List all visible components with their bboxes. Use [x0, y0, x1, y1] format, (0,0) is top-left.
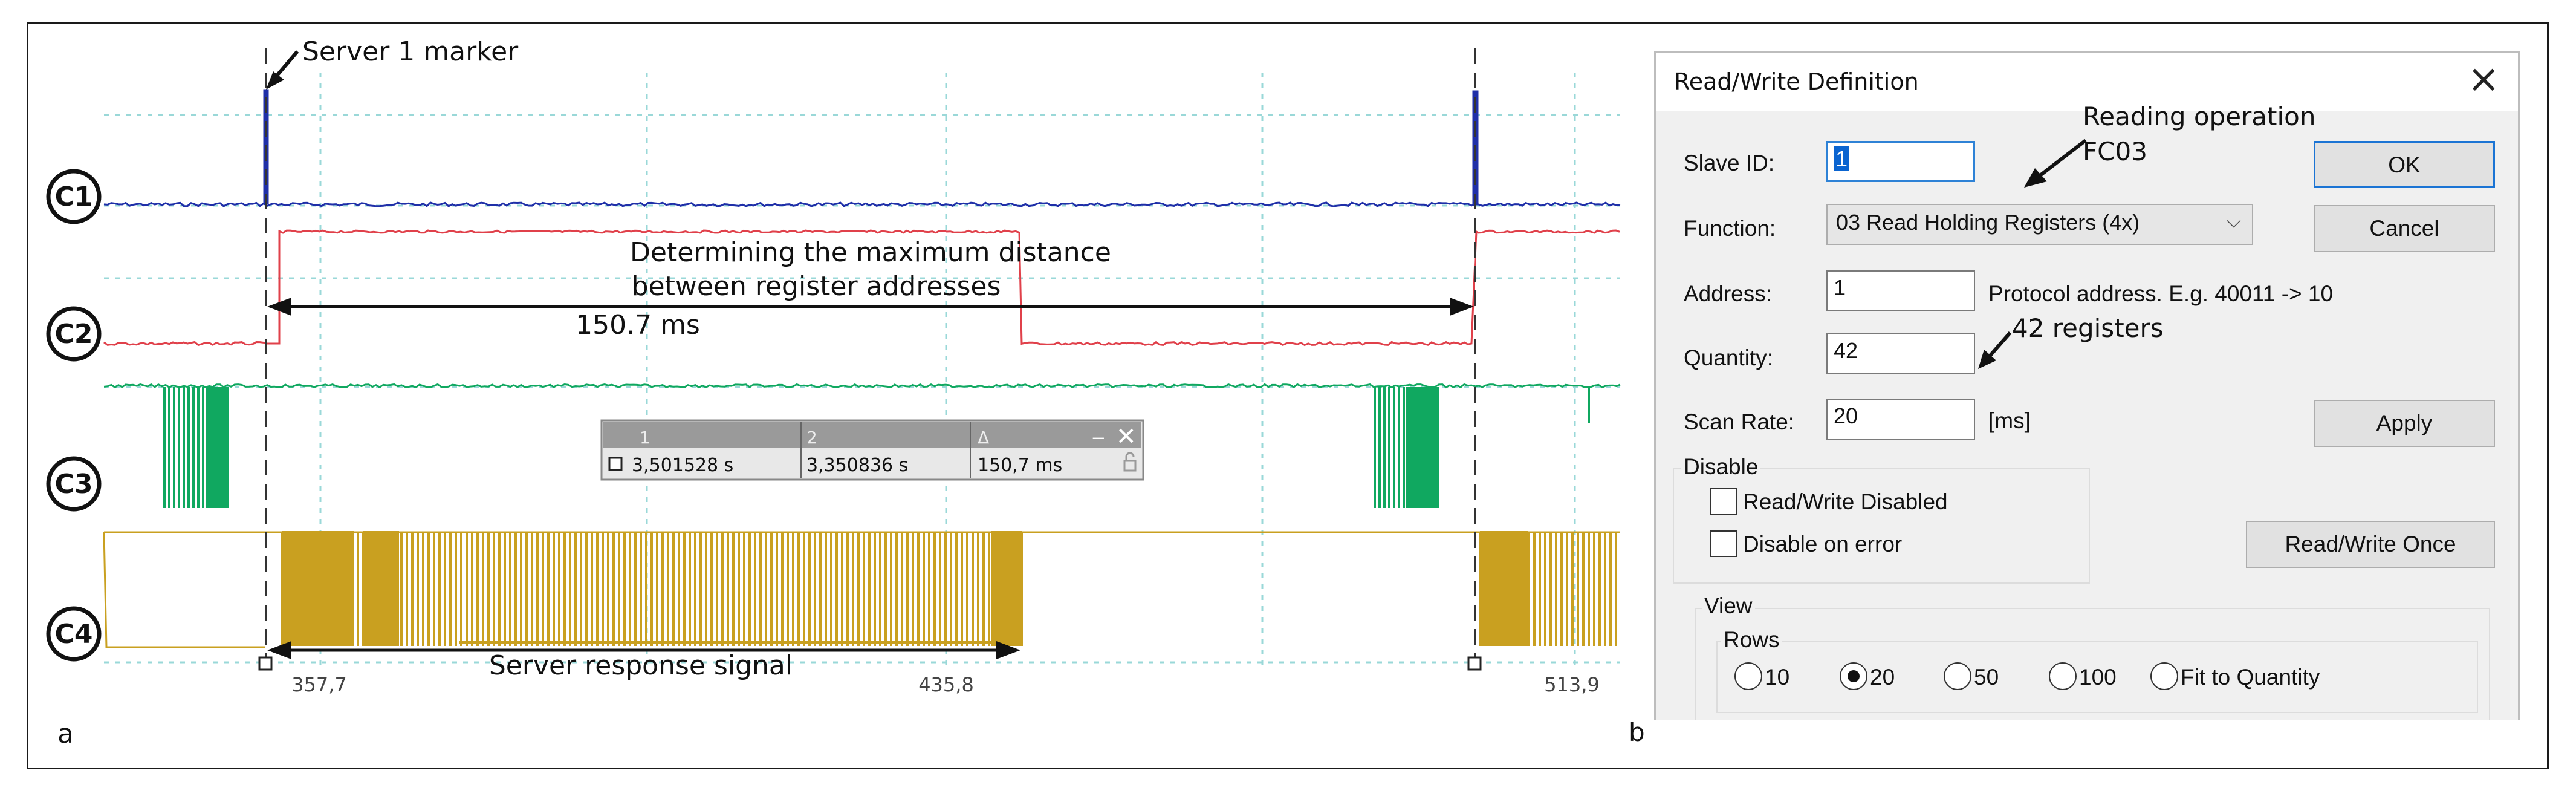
server-marker-label: Server 1 marker: [302, 36, 519, 67]
radio-selected-dot: [1848, 670, 1860, 682]
time-label-3: 513,9: [1544, 673, 1600, 696]
disable-on-error-checkbox[interactable]: [1710, 530, 1737, 557]
rw-disabled-label: Read/Write Disabled: [1743, 489, 1948, 514]
distance-label-line2: between register addresses: [632, 271, 1001, 302]
trace-c3-block: [1406, 387, 1438, 508]
panel-letter-a: a: [57, 719, 74, 749]
disable-group-title: Disable: [1681, 454, 1761, 480]
slave-id-input[interactable]: 1: [1826, 141, 1975, 182]
panel-letter-b: b: [1629, 717, 1645, 747]
rw-disabled-checkbox[interactable]: [1710, 488, 1737, 515]
rows-option-50: 50: [1974, 665, 1999, 690]
function-select[interactable]: 03 Read Holding Registers (4x) ⌵: [1826, 204, 2253, 245]
rows-option-10: 10: [1765, 665, 1790, 690]
svg-text:1: 1: [640, 428, 650, 448]
svg-text:3,350836 s: 3,350836 s: [806, 455, 908, 476]
trace-c1: [103, 201, 1621, 207]
read-write-definition-dialog: Read/Write Definition × Slave ID: 1 Func…: [1654, 51, 2520, 720]
address-hint: Protocol address. E.g. 40011 -> 10: [1988, 281, 2334, 306]
svg-text:2: 2: [806, 428, 817, 448]
rows-radio-10[interactable]: [1734, 662, 1762, 690]
trace-c4-burst: [1479, 532, 1617, 646]
reading-operation-fc-label: FC03: [2083, 137, 2147, 166]
cursor-toggle-icon[interactable]: [608, 457, 623, 471]
address-label: Address:: [1684, 281, 1773, 306]
dialog-titlebar: Read/Write Definition ×: [1656, 53, 2518, 111]
svg-text:C2: C2: [55, 319, 93, 350]
rows-option-fit: Fit to Quantity: [2181, 665, 2320, 690]
channel-label-c3: C3: [46, 456, 102, 512]
dialog-title: Read/Write Definition: [1674, 68, 1919, 95]
read-write-once-button[interactable]: Read/Write Once: [2246, 521, 2495, 568]
minimize-icon[interactable]: ‒: [1092, 425, 1105, 449]
scope-markers: [265, 48, 1476, 662]
svg-text:C4: C4: [55, 619, 93, 650]
rows-radio-20[interactable]: [1840, 662, 1867, 690]
trace-c4-burst: [281, 532, 1023, 646]
close-icon[interactable]: ✕: [1116, 423, 1137, 451]
function-label: Function:: [1684, 216, 1776, 241]
scan-rate-unit: [ms]: [1988, 408, 2031, 433]
svg-text:3,501528 s: 3,501528 s: [632, 455, 733, 476]
trace-c2: [103, 229, 1620, 347]
cursor-measurement-box[interactable]: 1 2 Δ ‒ ✕ 3,501528 s 3,350836 s 150,7 ms: [600, 419, 1144, 481]
distance-arrowhead-right: [1450, 298, 1474, 316]
time-label-2: 435,8: [918, 673, 974, 696]
rows-radio-50[interactable]: [1944, 662, 1971, 690]
reading-arrowhead: [2024, 168, 2047, 188]
close-icon[interactable]: ×: [2467, 57, 2500, 102]
rows-groupbox: [1716, 641, 2478, 713]
trace-c3: [103, 383, 1621, 389]
cursor-handle-1[interactable]: [258, 656, 273, 671]
distance-arrowhead-left: [267, 298, 291, 316]
rows-group-title: Rows: [1721, 627, 1782, 653]
rows-option-100: 100: [2079, 665, 2117, 690]
registers-label: 42 registers: [2012, 313, 2164, 343]
trace-c3-block: [206, 387, 229, 508]
trace-c4-block: [991, 531, 1022, 646]
disable-groupbox: [1673, 468, 2090, 584]
time-label-1: 357,7: [291, 673, 347, 696]
view-group-title: View: [1702, 593, 1755, 619]
chevron-down-icon: ⌵: [2226, 210, 2241, 232]
registers-arrowhead: [1978, 350, 1996, 369]
svg-text:C1: C1: [55, 181, 93, 212]
scan-rate-label: Scan Rate:: [1684, 409, 1795, 434]
channel-label-c4: C4: [46, 606, 102, 662]
server-marker-arrowhead: [266, 71, 284, 90]
apply-button[interactable]: Apply: [2314, 400, 2495, 447]
channel-label-c1: C1: [46, 169, 102, 224]
ok-button[interactable]: OK: [2314, 141, 2495, 188]
address-input[interactable]: 1: [1826, 270, 1975, 311]
figure-frame: [27, 22, 2549, 769]
quantity-input[interactable]: 42: [1826, 333, 1975, 374]
disable-on-error-label: Disable on error: [1743, 532, 1903, 556]
rows-radio-100[interactable]: [2049, 662, 2077, 690]
channel-label-c2: C2: [46, 306, 102, 362]
response-arrowhead-right: [996, 641, 1020, 659]
response-label: Server response signal: [489, 650, 793, 681]
slave-id-label: Slave ID:: [1684, 151, 1775, 175]
scan-rate-input[interactable]: 20: [1826, 399, 1975, 440]
quantity-label: Quantity:: [1684, 345, 1774, 370]
svg-text:Δ: Δ: [978, 428, 989, 448]
view-groupbox: [1695, 608, 2490, 720]
oscilloscope-panel: C1 C2 C3 C4 Server 1 marker Determining …: [46, 36, 1621, 749]
cursor-handle-2[interactable]: [1467, 656, 1482, 671]
distance-label-line1: Determining the maximum distance: [630, 237, 1111, 268]
lock-icon[interactable]: [1123, 452, 1137, 472]
svg-text:150,7 ms: 150,7 ms: [978, 455, 1062, 476]
response-arrowhead-left: [267, 641, 291, 659]
rows-option-20: 20: [1870, 665, 1895, 690]
svg-text:C3: C3: [55, 469, 93, 500]
distance-value: 150.7 ms: [576, 310, 700, 341]
reading-operation-label: Reading operation: [2083, 102, 2316, 131]
cancel-button[interactable]: Cancel: [2314, 205, 2495, 252]
trace-c4-block: [1480, 531, 1528, 646]
rows-radio-fit[interactable]: [2150, 662, 2178, 690]
